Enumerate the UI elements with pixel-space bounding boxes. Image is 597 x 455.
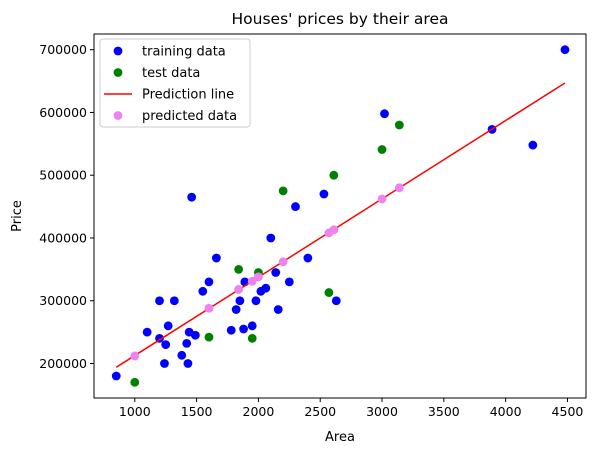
legend-label-predicted-data: predicted data xyxy=(142,109,237,124)
training-data-point-30 xyxy=(291,202,300,211)
y-tick-label: 700000 xyxy=(39,42,87,57)
test-data-point-6 xyxy=(324,288,334,297)
predicted-data-point-0 xyxy=(130,351,140,361)
training-data-point-22 xyxy=(247,321,257,331)
predicted-data-point-3 xyxy=(247,276,257,286)
y-tick-label: 600000 xyxy=(39,105,87,120)
legend-label-prediction-line: Prediction line xyxy=(142,88,234,103)
y-tick-label: 300000 xyxy=(39,293,87,308)
training-data-point-17 xyxy=(226,325,236,335)
y-tick-label: 200000 xyxy=(39,356,87,371)
training-data-point-36 xyxy=(528,140,538,150)
x-tick-label: 4000 xyxy=(490,404,522,419)
plot-frame xyxy=(93,33,587,399)
training-data-point-5 xyxy=(161,340,171,350)
training-data-point-16 xyxy=(211,253,221,263)
legend-swatch-training-data xyxy=(113,46,123,56)
training-data-point-12 xyxy=(187,192,197,202)
test-data-point-2 xyxy=(234,264,244,274)
legend-swatch-test-data xyxy=(113,68,123,77)
x-tick-label: 3500 xyxy=(428,404,460,419)
legend-box xyxy=(99,38,251,128)
test-data-point-7 xyxy=(329,170,339,180)
series-prediction-line xyxy=(115,82,566,368)
predicted-data-point-8 xyxy=(377,194,387,204)
x-tick-label: 2000 xyxy=(243,404,275,419)
predicted-data-point-9 xyxy=(394,183,404,193)
x-tick-label: 3000 xyxy=(366,404,398,419)
training-data-point-9 xyxy=(182,339,192,348)
x-axis-label: Area xyxy=(325,430,355,445)
y-axis-label: Price xyxy=(10,200,25,232)
y-axis: 200000 300000 400000 500000 600000 700000 xyxy=(39,42,94,371)
training-data-point-0 xyxy=(111,371,121,381)
test-data-point-8 xyxy=(377,145,387,154)
legend-swatch-predicted-data xyxy=(113,111,123,120)
training-data-point-23 xyxy=(251,296,261,306)
training-data-point-20 xyxy=(239,324,248,334)
predicted-data-point-4 xyxy=(254,272,263,282)
predicted-data-point-5 xyxy=(278,257,288,267)
test-data-point-1 xyxy=(204,332,214,342)
training-data-point-26 xyxy=(266,233,276,243)
test-data-point-3 xyxy=(247,333,257,343)
chart-title: Houses' prices by their area xyxy=(232,10,449,28)
predicted-data-point-2 xyxy=(234,285,244,294)
training-data-point-28 xyxy=(273,305,283,314)
training-data-point-27 xyxy=(271,268,281,277)
x-tick-label: 4500 xyxy=(552,404,584,419)
training-data-point-19 xyxy=(235,296,245,306)
training-data-point-14 xyxy=(198,286,208,296)
prediction-line xyxy=(115,82,566,368)
training-data-point-31 xyxy=(303,253,313,263)
training-data-point-4 xyxy=(160,359,169,368)
y-tick-label: 500000 xyxy=(39,168,87,183)
x-tick-label: 1000 xyxy=(119,404,151,419)
x-tick-label: 2500 xyxy=(304,404,336,419)
training-data-point-13 xyxy=(190,330,200,340)
training-data-point-3 xyxy=(155,296,164,306)
training-data-point-8 xyxy=(177,350,187,360)
series-test-data xyxy=(130,120,404,387)
predicted-data-point-7 xyxy=(329,225,339,235)
series-predicted-data xyxy=(130,183,404,361)
training-data-point-1 xyxy=(142,327,152,337)
legend-label-test-data: test data xyxy=(142,66,200,81)
plot-area xyxy=(111,45,570,387)
series-training-data xyxy=(111,45,570,381)
training-data-point-32 xyxy=(319,189,329,199)
training-data-point-37 xyxy=(560,45,570,55)
predicted-data-point-1 xyxy=(204,303,214,313)
training-data-point-33 xyxy=(331,296,341,306)
test-data-point-9 xyxy=(394,120,404,130)
x-tick-label: 1500 xyxy=(181,404,213,419)
training-data-point-10 xyxy=(183,359,193,368)
legend-label-training-data: training data xyxy=(142,45,226,60)
training-data-point-6 xyxy=(163,321,173,331)
training-data-point-7 xyxy=(169,296,179,306)
training-data-point-15 xyxy=(204,277,214,287)
y-tick-label: 400000 xyxy=(39,230,87,245)
training-data-point-25 xyxy=(261,283,271,293)
x-axis: 1000 1500 2000 2500 3000 3500 4000 4500 xyxy=(119,398,584,419)
test-data-point-0 xyxy=(130,377,140,387)
training-data-point-29 xyxy=(284,277,294,287)
legend: training data test data Prediction line pre… xyxy=(99,38,251,128)
training-data-point-18 xyxy=(231,305,241,314)
training-data-point-34 xyxy=(380,109,389,119)
test-data-point-5 xyxy=(278,186,288,196)
